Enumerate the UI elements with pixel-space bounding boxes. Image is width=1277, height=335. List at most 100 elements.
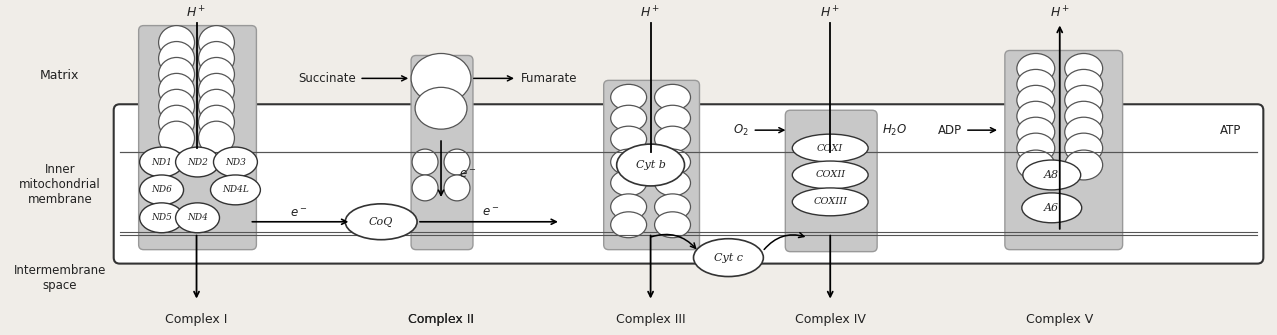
Text: $O_2$: $O_2$ — [733, 123, 748, 138]
Ellipse shape — [158, 89, 194, 123]
Ellipse shape — [158, 25, 194, 59]
Ellipse shape — [1016, 54, 1055, 83]
Ellipse shape — [198, 73, 235, 107]
Text: ND1: ND1 — [151, 157, 172, 166]
Ellipse shape — [1016, 85, 1055, 115]
Ellipse shape — [655, 84, 691, 110]
Ellipse shape — [610, 84, 646, 110]
Text: Inner
mitochondrial
membrane: Inner mitochondrial membrane — [19, 163, 101, 206]
Ellipse shape — [412, 175, 438, 201]
Ellipse shape — [412, 149, 438, 175]
Text: Complex II: Complex II — [409, 313, 474, 326]
Ellipse shape — [792, 161, 868, 189]
Text: ADP: ADP — [937, 124, 962, 137]
Ellipse shape — [198, 121, 235, 155]
Text: $H^+$: $H^+$ — [820, 5, 840, 20]
Text: $e^-$: $e^-$ — [290, 207, 306, 220]
Text: $H^+$: $H^+$ — [1050, 5, 1070, 20]
Text: $e^-$: $e^-$ — [483, 206, 499, 219]
Text: Cyt c: Cyt c — [714, 253, 743, 263]
Ellipse shape — [1065, 69, 1102, 99]
FancyBboxPatch shape — [785, 110, 877, 252]
Ellipse shape — [198, 58, 235, 91]
Ellipse shape — [1022, 193, 1082, 223]
Text: ND4: ND4 — [188, 213, 208, 222]
Ellipse shape — [610, 194, 646, 220]
Ellipse shape — [1016, 69, 1055, 99]
Ellipse shape — [198, 89, 235, 123]
Ellipse shape — [792, 188, 868, 216]
Text: Complex I: Complex I — [165, 313, 227, 326]
Text: Cyt b: Cyt b — [636, 160, 665, 170]
Ellipse shape — [444, 149, 470, 175]
Ellipse shape — [655, 105, 691, 131]
Ellipse shape — [1016, 133, 1055, 163]
Text: ND2: ND2 — [188, 157, 208, 166]
Ellipse shape — [158, 58, 194, 91]
Ellipse shape — [415, 87, 467, 129]
Text: A6: A6 — [1045, 203, 1060, 213]
Ellipse shape — [792, 134, 868, 162]
Ellipse shape — [175, 203, 220, 233]
Ellipse shape — [198, 42, 235, 75]
Ellipse shape — [610, 149, 646, 175]
Text: COXII: COXII — [815, 171, 845, 180]
FancyBboxPatch shape — [114, 104, 1263, 264]
Text: CoQ: CoQ — [369, 217, 393, 227]
Text: Fumarate: Fumarate — [521, 72, 577, 85]
Ellipse shape — [158, 42, 194, 75]
Text: ND5: ND5 — [151, 213, 172, 222]
Text: $e^-$: $e^-$ — [458, 168, 476, 181]
FancyBboxPatch shape — [604, 80, 700, 250]
Text: A8: A8 — [1045, 170, 1060, 180]
Text: COXIII: COXIII — [813, 197, 847, 206]
Text: ND6: ND6 — [151, 185, 172, 194]
Text: ND3: ND3 — [225, 157, 246, 166]
Ellipse shape — [617, 144, 684, 186]
Ellipse shape — [655, 126, 691, 152]
Text: ND4L: ND4L — [222, 185, 249, 194]
Ellipse shape — [693, 239, 764, 277]
FancyBboxPatch shape — [411, 56, 472, 250]
Ellipse shape — [1065, 85, 1102, 115]
Ellipse shape — [1065, 101, 1102, 131]
Ellipse shape — [139, 147, 184, 177]
Ellipse shape — [1065, 150, 1102, 180]
Ellipse shape — [213, 147, 258, 177]
Text: $H^+$: $H^+$ — [186, 5, 207, 20]
Ellipse shape — [1016, 150, 1055, 180]
FancyBboxPatch shape — [139, 25, 257, 250]
Ellipse shape — [158, 105, 194, 139]
Ellipse shape — [655, 194, 691, 220]
Ellipse shape — [1065, 133, 1102, 163]
Text: ATP: ATP — [1220, 124, 1241, 137]
Ellipse shape — [411, 54, 471, 103]
Ellipse shape — [1065, 54, 1102, 83]
Text: Complex V: Complex V — [1027, 313, 1093, 326]
Text: Complex III: Complex III — [616, 313, 686, 326]
Ellipse shape — [610, 170, 646, 196]
Text: COXI: COXI — [817, 144, 843, 152]
Ellipse shape — [444, 175, 470, 201]
Ellipse shape — [610, 105, 646, 131]
Ellipse shape — [139, 203, 184, 233]
Ellipse shape — [139, 175, 184, 205]
Ellipse shape — [211, 175, 261, 205]
Ellipse shape — [1023, 160, 1080, 190]
Text: Matrix: Matrix — [40, 69, 79, 82]
Ellipse shape — [655, 170, 691, 196]
FancyBboxPatch shape — [1005, 51, 1122, 250]
Ellipse shape — [1065, 117, 1102, 147]
Text: Succinate: Succinate — [299, 72, 356, 85]
Ellipse shape — [610, 126, 646, 152]
Text: Complex IV: Complex IV — [794, 313, 866, 326]
Ellipse shape — [198, 105, 235, 139]
Ellipse shape — [345, 204, 418, 240]
Text: Complex II: Complex II — [409, 313, 474, 326]
Text: $H_2O$: $H_2O$ — [882, 123, 908, 138]
Ellipse shape — [158, 121, 194, 155]
Ellipse shape — [175, 147, 220, 177]
Ellipse shape — [198, 25, 235, 59]
Ellipse shape — [1016, 117, 1055, 147]
Text: $H^+$: $H^+$ — [641, 5, 660, 20]
